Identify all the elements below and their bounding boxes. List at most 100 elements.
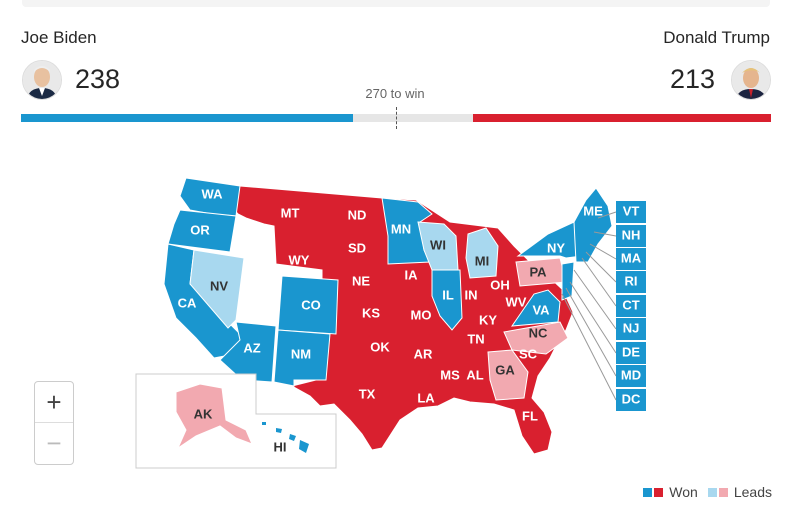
state-new-england[interactable]: [573, 187, 613, 263]
zoom-out-button[interactable]: −: [35, 422, 73, 463]
biden-vote-bar: [21, 114, 353, 122]
remaining-vote-bar: [353, 114, 473, 122]
label-or: OR: [190, 222, 210, 237]
label-dc: DC: [622, 391, 641, 406]
label-mo: MO: [411, 307, 432, 322]
label-nv: NV: [210, 278, 228, 293]
state-box-ma[interactable]: [616, 248, 646, 270]
east-state-boxes: VT NH MA RI CT NJ DE MD DC: [616, 201, 646, 411]
label-de: DE: [622, 344, 640, 359]
label-pa: PA: [529, 264, 547, 279]
label-ut: UT: [252, 287, 269, 302]
state-il[interactable]: [431, 269, 463, 331]
label-ne: NE: [352, 273, 370, 288]
label-fl: FL: [522, 408, 538, 423]
label-sd: SD: [348, 240, 366, 255]
label-wa: WA: [202, 186, 224, 201]
trump-avatar: [731, 60, 771, 100]
label-al: AL: [466, 367, 483, 382]
biden-avatar: [22, 60, 62, 100]
trump-vote-bar: [473, 114, 771, 122]
state-box-vt[interactable]: [616, 201, 646, 223]
state-box-ct[interactable]: [616, 295, 646, 317]
label-il: IL: [442, 287, 454, 302]
label-nj: NJ: [623, 320, 640, 335]
label-la: LA: [417, 390, 435, 405]
to-win-label: 270 to win: [365, 86, 425, 101]
state-hi[interactable]: [262, 422, 309, 453]
label-nh: NH: [622, 227, 641, 242]
state-box-de[interactable]: [616, 342, 646, 364]
label-id: ID: [242, 236, 255, 251]
legend-won-label: Won: [669, 484, 698, 500]
state-labels: WA OR CA NV ID MT WY UT CO AZ NM ND SD N…: [178, 186, 603, 454]
lead-rep-swatch: [718, 487, 728, 497]
label-ia: IA: [405, 267, 419, 282]
label-ar: AR: [414, 346, 433, 361]
zoom-in-button[interactable]: +: [46, 386, 62, 417]
label-ct: CT: [622, 297, 639, 312]
label-wi: WI: [430, 237, 446, 252]
label-in: IN: [465, 287, 478, 302]
label-ak: AK: [194, 406, 213, 421]
label-ri: RI: [625, 273, 638, 288]
state-box-ri[interactable]: [616, 271, 646, 293]
candidate-name-trump: Donald Trump: [663, 28, 770, 47]
won-rep-swatch: [654, 487, 664, 497]
label-ma: MA: [621, 250, 642, 265]
trump-electoral-votes: 213: [669, 64, 715, 94]
state-nc[interactable]: [503, 321, 569, 355]
state-ak[interactable]: [175, 383, 253, 450]
top-strip: [22, 0, 770, 7]
state-box-nh[interactable]: [616, 225, 646, 247]
state-nv[interactable]: [189, 249, 245, 329]
label-va: VA: [532, 302, 550, 317]
label-ms: MS: [440, 367, 460, 382]
candidate-name-biden: Joe Biden: [21, 28, 97, 47]
label-vt: VT: [623, 203, 640, 218]
to-win-marker: [396, 107, 397, 129]
east-connector-lines: [561, 211, 617, 401]
lead-dem-swatch: [707, 487, 717, 497]
label-mt: MT: [281, 205, 300, 220]
hawaii-inset: [262, 422, 309, 453]
label-me: ME: [583, 203, 603, 218]
label-co: CO: [301, 297, 321, 312]
label-nm: NM: [291, 346, 311, 361]
label-ca: CA: [178, 295, 197, 310]
map-legend: Won Leads: [643, 484, 772, 500]
label-ks: KS: [362, 305, 380, 320]
label-sc: SC: [519, 346, 538, 361]
label-ky: KY: [479, 312, 497, 327]
label-oh: OH: [490, 277, 510, 292]
label-mi: MI: [475, 253, 489, 268]
alaska-inset: [135, 373, 337, 469]
state-co[interactable]: [277, 275, 339, 335]
label-ny: NY: [547, 240, 565, 255]
state-nm[interactable]: [273, 329, 331, 387]
label-ga: GA: [495, 362, 515, 377]
label-nc: NC: [529, 325, 548, 340]
legend-leads-label: Leads: [733, 484, 772, 500]
state-va[interactable]: [510, 289, 561, 327]
biden-electoral-votes: 238: [75, 64, 121, 94]
label-md: MD: [621, 367, 641, 382]
label-tn: TN: [467, 331, 484, 346]
state-or[interactable]: [167, 209, 237, 253]
label-wy: WY: [289, 252, 310, 267]
zoom-control: + −: [34, 381, 74, 465]
state-box-nj[interactable]: [616, 318, 646, 340]
won-dem-swatch: [643, 487, 653, 497]
state-nj-md[interactable]: [561, 261, 575, 301]
label-wv: WV: [506, 294, 527, 309]
state-box-dc[interactable]: [616, 389, 646, 411]
state-box-md[interactable]: [616, 365, 646, 387]
label-az: AZ: [243, 340, 260, 355]
label-tx: TX: [359, 386, 376, 401]
label-mn: MN: [391, 221, 411, 236]
state-mi[interactable]: [465, 227, 499, 279]
label-nd: ND: [348, 207, 367, 222]
label-ok: OK: [370, 339, 390, 354]
label-hi: HI: [274, 439, 287, 454]
